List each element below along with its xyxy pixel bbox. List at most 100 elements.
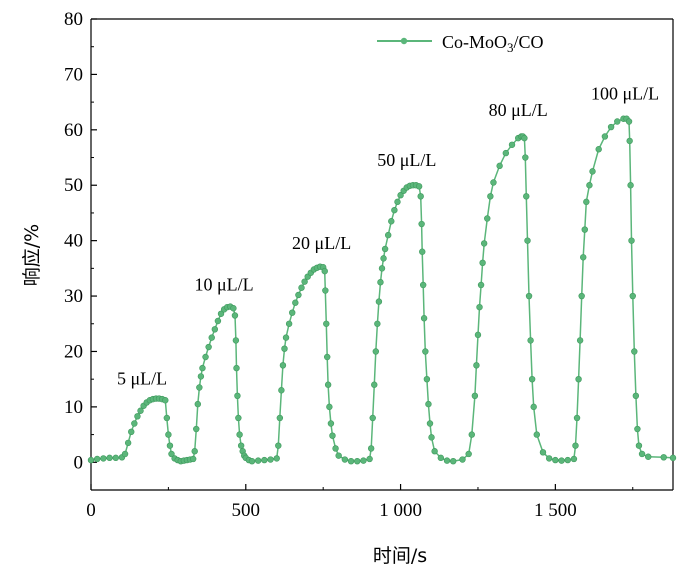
y-tick-label: 80 (64, 9, 83, 30)
data-point (194, 400, 202, 408)
data-point (381, 245, 389, 253)
data-point (168, 450, 175, 458)
x-ticks: 0 500 1 000 1 500 (86, 484, 634, 521)
data-point (628, 237, 635, 244)
data-point (578, 292, 585, 300)
x-axis-label: 时间/s (373, 545, 427, 567)
data-point (366, 455, 373, 463)
data-point (418, 220, 425, 228)
data-point (508, 141, 516, 148)
data-point (121, 450, 129, 458)
data-point (645, 453, 652, 460)
data-point (374, 320, 381, 327)
data-point (558, 457, 565, 464)
data-point (533, 431, 540, 438)
data-point (468, 431, 475, 438)
data-point (335, 452, 342, 459)
data-point (479, 259, 486, 267)
concentration-annotation: 5 μL/L (117, 369, 167, 389)
data-point (437, 454, 445, 462)
data-point (261, 456, 268, 464)
data-point (384, 231, 392, 239)
data-point (275, 442, 282, 449)
data-point (281, 345, 288, 352)
data-point (197, 373, 205, 380)
data-point (326, 403, 333, 411)
y-tick-label: 70 (64, 64, 83, 85)
data-point (632, 392, 640, 399)
data-point (487, 193, 494, 200)
data-point (471, 392, 479, 399)
data-point (419, 281, 427, 289)
data-point (443, 457, 451, 464)
data-point (162, 397, 169, 404)
data-point (236, 431, 243, 438)
data-point (124, 439, 132, 447)
data-point (254, 457, 262, 464)
data-point (137, 407, 144, 414)
data-point (545, 455, 553, 462)
x-tick-label: 1 500 (534, 500, 577, 521)
data-point (394, 198, 401, 206)
data-point (191, 448, 198, 455)
data-point (301, 278, 308, 285)
data-point (459, 456, 466, 463)
data-point (635, 442, 643, 449)
legend-label: Co-MoO3/CO (442, 32, 544, 55)
data-point (166, 442, 174, 449)
data-point (521, 134, 528, 142)
data-point (581, 226, 588, 233)
data-point (289, 309, 296, 316)
data-point (165, 431, 172, 438)
series-line (90, 117, 674, 462)
data-point (285, 320, 293, 327)
data-point (282, 334, 290, 341)
data-point (422, 348, 429, 355)
data-point (332, 445, 339, 452)
data-point (625, 118, 633, 125)
data-point (329, 432, 336, 439)
data-point (193, 425, 200, 433)
data-point (660, 454, 667, 461)
data-point (552, 456, 559, 464)
data-point (638, 450, 646, 458)
data-point (322, 287, 329, 294)
data-point (607, 123, 615, 131)
plot-area: 0 10 20 30 40 50 60 70 80 0 500 1 000 1 500 5 μL/L 1… (64, 9, 677, 521)
data-point (371, 381, 378, 388)
concentration-annotation: 50 μL/L (377, 150, 436, 170)
data-point (196, 384, 203, 391)
data-point (214, 317, 222, 325)
concentration-annotation: 100 μL/L (591, 83, 659, 103)
y-tick-label: 60 (64, 120, 83, 141)
data-point (524, 237, 531, 244)
data-point (233, 364, 240, 372)
data-point (93, 455, 101, 463)
legend-label-tail: /CO (514, 32, 544, 52)
data-point (378, 265, 386, 272)
data-point (580, 254, 587, 261)
data-point (397, 192, 404, 199)
data-point (629, 292, 636, 300)
data-point (128, 428, 135, 436)
data-point (431, 448, 438, 455)
data-point (217, 310, 225, 317)
data-point (134, 413, 141, 420)
data-point (484, 215, 491, 222)
data-point (419, 248, 426, 255)
y-ticks: 0 10 20 30 40 50 60 70 80 (64, 9, 97, 473)
data-point (601, 133, 609, 140)
data-point (480, 240, 488, 247)
data-point (211, 326, 219, 333)
data-point (391, 206, 398, 214)
data-point (420, 315, 428, 322)
legend-marker (400, 37, 408, 45)
data-point (202, 353, 209, 361)
data-point (573, 414, 581, 422)
data-point (237, 442, 245, 449)
data-point (525, 292, 533, 300)
data-point (669, 454, 677, 462)
concentration-annotation: 10 μL/L (195, 275, 254, 295)
data-point (575, 375, 582, 383)
data-point (415, 183, 423, 190)
